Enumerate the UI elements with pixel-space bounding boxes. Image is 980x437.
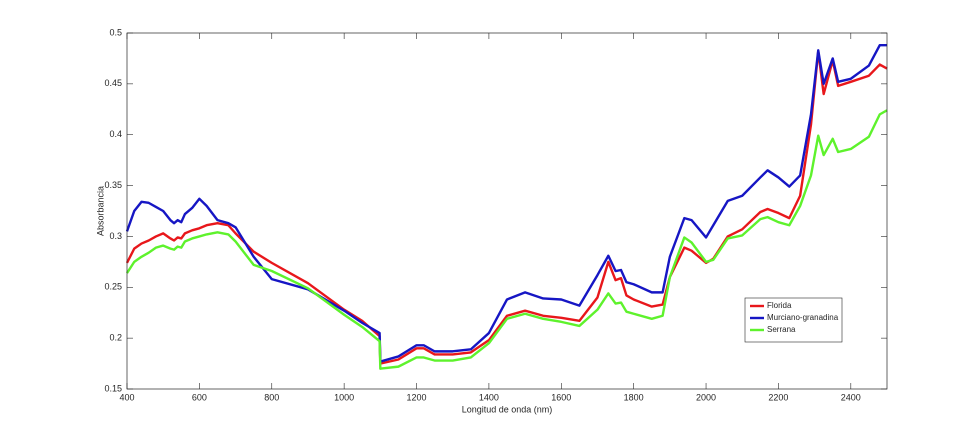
x-tick-label: 400: [119, 392, 134, 402]
y-tick-label: 0.3: [109, 231, 122, 241]
x-tick-label: 1000: [334, 392, 354, 402]
x-tick-label: 800: [264, 392, 279, 402]
legend-label: Serrana: [767, 325, 796, 334]
x-tick-label: 1600: [551, 392, 571, 402]
y-axis-label: Absorbancia: [95, 186, 105, 236]
x-tick-label: 1200: [407, 392, 427, 402]
y-tick-label: 0.2: [109, 333, 122, 343]
legend: Florida Murciano-granadina Serrana: [744, 297, 843, 343]
legend-label: Murciano-granadina: [767, 313, 839, 322]
y-tick-label: 0.15: [104, 383, 122, 393]
x-tick-label: 2400: [841, 392, 861, 402]
legend-label: Florida: [767, 301, 792, 310]
x-tick-label: 2000: [696, 392, 716, 402]
x-tick-label: 1400: [479, 392, 499, 402]
x-axis-label: Longitud de onda (nm): [462, 404, 553, 414]
x-tick-label: 2200: [768, 392, 788, 402]
y-tick-label: 0.45: [104, 78, 122, 88]
y-tick-label: 0.4: [109, 129, 122, 139]
y-tick-label: 0.25: [104, 282, 122, 292]
axes-box: [126, 32, 888, 390]
series-line: [125, 50, 888, 365]
y-tick-label: 0.5: [109, 27, 122, 37]
y-tick-label: 0.35: [104, 180, 122, 190]
x-tick-label: 1800: [624, 392, 644, 402]
series-line: [125, 109, 888, 370]
series-line: [125, 44, 887, 363]
x-tick-label: 600: [192, 392, 207, 402]
